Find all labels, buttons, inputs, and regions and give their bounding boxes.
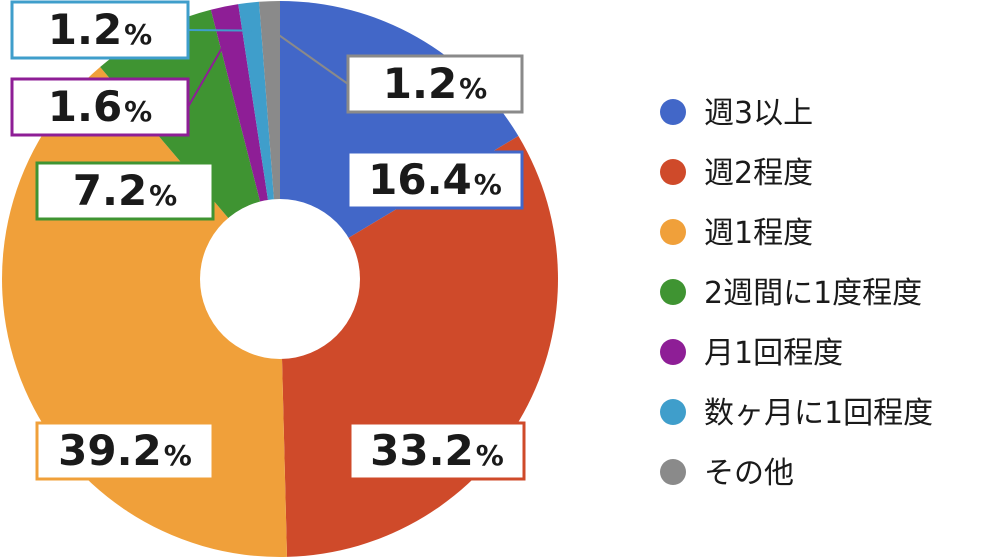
data-label-unit: %: [149, 179, 177, 212]
data-label-box: [35, 161, 215, 221]
legend-item-4: 2週間に1度程度: [660, 276, 922, 311]
legend-label: 週1程度: [704, 216, 813, 251]
legend-item-3: 週1程度: [660, 216, 813, 251]
leader-line-5: [187, 33, 231, 108]
leader-line-7: [270, 28, 349, 85]
data-label-2: 33.2%: [348, 421, 526, 481]
data-label-box: [348, 421, 526, 481]
legend-marker: [660, 459, 686, 485]
legend-label: 月1回程度: [704, 336, 843, 371]
data-label-unit: %: [164, 439, 192, 472]
donut-hole: [200, 199, 360, 359]
data-label-unit: %: [459, 72, 487, 105]
legend-marker: [660, 99, 686, 125]
data-labels: 16.4%33.2%39.2%7.2%1.6%1.2%1.2%: [10, 0, 526, 481]
data-label-unit: %: [124, 18, 152, 51]
legend-item-6: 数ヶ月に1回程度: [660, 396, 933, 431]
legend-marker: [660, 219, 686, 245]
data-label-3: 39.2%: [35, 421, 215, 481]
data-label-unit: %: [124, 95, 152, 128]
data-label-value: 39.2: [58, 426, 162, 475]
data-label-text: 1.2%: [48, 5, 152, 54]
data-label-box: [35, 421, 215, 481]
data-label-text: 7.2%: [73, 166, 177, 215]
data-label-value: 1.2: [48, 5, 122, 54]
legend-item-2: 週2程度: [660, 156, 813, 191]
data-label-value: 7.2: [73, 166, 147, 215]
data-label-value: 16.4: [368, 155, 472, 204]
legend-label: 週3以上: [704, 96, 813, 131]
legend-item-1: 週3以上: [660, 96, 813, 131]
data-label-box: [346, 54, 524, 114]
data-label-unit: %: [476, 439, 504, 472]
legend-label: 週2程度: [704, 156, 813, 191]
leader-line-6: [187, 29, 252, 32]
legend-marker: [660, 339, 686, 365]
data-label-text: 39.2%: [58, 426, 192, 475]
data-label-1: 16.4%: [346, 150, 524, 210]
data-label-value: 33.2: [370, 426, 474, 475]
data-label-value: 1.6: [48, 82, 122, 131]
legend-item-5: 月1回程度: [660, 336, 843, 371]
data-label-text: 33.2%: [370, 426, 504, 475]
data-label-7: 1.2%: [346, 54, 524, 114]
data-label-text: 16.4%: [368, 155, 502, 204]
legend-label: その他: [704, 456, 794, 491]
legend-label: 数ヶ月に1回程度: [704, 396, 933, 431]
data-label-text: 1.2%: [383, 59, 487, 108]
legend-marker: [660, 159, 686, 185]
data-label-4: 7.2%: [35, 161, 215, 221]
slice-4: [100, 9, 281, 279]
data-label-box: [346, 150, 524, 210]
data-label-value: 1.2: [383, 59, 457, 108]
legend-marker: [660, 279, 686, 305]
leader-lines: [187, 28, 349, 108]
legend-marker: [660, 399, 686, 425]
data-label-box: [10, 77, 190, 137]
data-label-text: 1.6%: [48, 82, 152, 131]
legend-item-7: その他: [660, 456, 794, 491]
data-label-5: 1.6%: [10, 77, 190, 137]
data-label-6: 1.2%: [10, 0, 190, 60]
data-label-box: [10, 0, 190, 60]
data-label-unit: %: [474, 168, 502, 201]
legend-label: 2週間に1度程度: [704, 276, 922, 311]
